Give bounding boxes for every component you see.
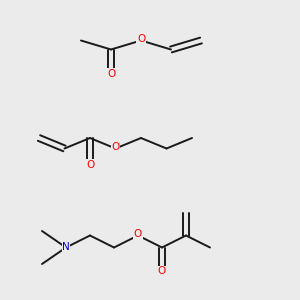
Text: O: O (137, 34, 145, 44)
Text: O: O (107, 68, 115, 79)
Text: O: O (111, 142, 120, 152)
Text: O: O (86, 160, 94, 170)
Text: O: O (158, 266, 166, 277)
Text: N: N (62, 242, 70, 253)
Text: O: O (134, 229, 142, 239)
